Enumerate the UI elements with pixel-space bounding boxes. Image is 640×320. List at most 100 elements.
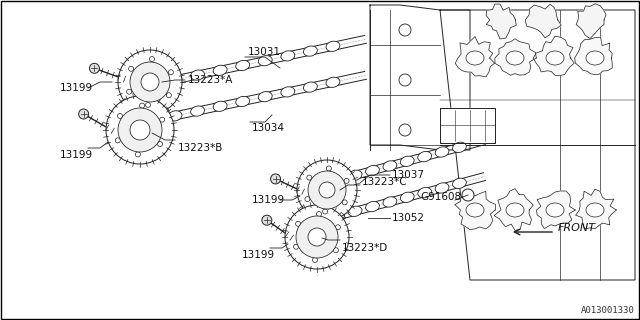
Circle shape	[305, 196, 310, 202]
Circle shape	[399, 74, 411, 86]
Ellipse shape	[546, 51, 564, 65]
Circle shape	[323, 209, 328, 214]
Ellipse shape	[259, 56, 272, 66]
Ellipse shape	[331, 175, 344, 185]
Ellipse shape	[506, 203, 524, 217]
Circle shape	[140, 103, 145, 108]
Ellipse shape	[586, 203, 604, 217]
Circle shape	[326, 166, 332, 171]
Ellipse shape	[418, 188, 431, 198]
Ellipse shape	[365, 202, 380, 212]
Circle shape	[342, 200, 347, 205]
Circle shape	[317, 212, 321, 217]
Polygon shape	[494, 189, 533, 230]
Circle shape	[312, 258, 317, 262]
Ellipse shape	[191, 70, 205, 80]
Polygon shape	[495, 39, 536, 75]
Ellipse shape	[466, 203, 484, 217]
Circle shape	[118, 50, 182, 114]
Ellipse shape	[236, 96, 250, 107]
Circle shape	[160, 117, 164, 122]
Circle shape	[307, 175, 312, 180]
Circle shape	[79, 109, 88, 119]
Circle shape	[333, 248, 339, 253]
Polygon shape	[440, 108, 495, 143]
Circle shape	[262, 215, 272, 225]
Ellipse shape	[506, 51, 524, 65]
Text: 13199: 13199	[60, 150, 93, 160]
Ellipse shape	[348, 170, 362, 180]
Circle shape	[127, 89, 132, 94]
Polygon shape	[575, 189, 616, 229]
Text: 13199: 13199	[60, 83, 93, 93]
Ellipse shape	[546, 203, 564, 217]
Circle shape	[106, 96, 174, 164]
Ellipse shape	[168, 75, 182, 85]
Text: 13223*D: 13223*D	[342, 243, 388, 253]
Circle shape	[308, 171, 346, 209]
Text: 13034: 13034	[252, 123, 285, 133]
Polygon shape	[533, 36, 574, 76]
Text: 13031: 13031	[248, 47, 281, 57]
Circle shape	[145, 102, 150, 108]
Ellipse shape	[259, 92, 272, 102]
Text: 13223*B: 13223*B	[178, 143, 223, 153]
Text: 13223*A: 13223*A	[188, 75, 234, 85]
Circle shape	[296, 216, 338, 258]
Circle shape	[399, 24, 411, 36]
Circle shape	[296, 221, 301, 226]
Ellipse shape	[326, 41, 340, 52]
Circle shape	[319, 182, 335, 198]
Ellipse shape	[191, 106, 205, 116]
Ellipse shape	[466, 51, 484, 65]
Ellipse shape	[281, 87, 295, 97]
Polygon shape	[486, 4, 516, 39]
Circle shape	[115, 138, 120, 143]
Ellipse shape	[331, 211, 344, 221]
Text: 13199: 13199	[242, 250, 275, 260]
Circle shape	[136, 152, 140, 157]
Polygon shape	[455, 36, 495, 77]
Text: G91608: G91608	[420, 192, 461, 202]
Circle shape	[335, 225, 340, 230]
Circle shape	[141, 73, 159, 91]
Ellipse shape	[401, 156, 414, 166]
Circle shape	[157, 141, 163, 147]
Circle shape	[297, 160, 357, 220]
Circle shape	[285, 205, 349, 269]
Ellipse shape	[236, 60, 250, 71]
Circle shape	[130, 62, 170, 102]
Polygon shape	[455, 191, 495, 229]
Ellipse shape	[326, 77, 340, 87]
Polygon shape	[525, 4, 561, 38]
Ellipse shape	[383, 161, 397, 171]
Circle shape	[462, 189, 474, 201]
Ellipse shape	[586, 51, 604, 65]
Circle shape	[294, 244, 299, 249]
Ellipse shape	[383, 197, 397, 207]
Ellipse shape	[213, 65, 227, 76]
Ellipse shape	[452, 142, 467, 152]
Ellipse shape	[418, 151, 431, 162]
Ellipse shape	[365, 165, 380, 176]
Ellipse shape	[452, 178, 467, 188]
Circle shape	[150, 57, 154, 61]
Polygon shape	[440, 10, 635, 280]
Circle shape	[344, 178, 349, 183]
Ellipse shape	[435, 147, 449, 157]
Text: 13037: 13037	[392, 170, 425, 180]
Circle shape	[168, 70, 173, 75]
Ellipse shape	[303, 46, 317, 56]
Ellipse shape	[213, 101, 227, 111]
Ellipse shape	[401, 192, 414, 203]
Circle shape	[129, 66, 134, 71]
Circle shape	[271, 174, 280, 184]
Circle shape	[118, 108, 162, 152]
Text: 13223*C: 13223*C	[362, 177, 408, 187]
Text: 13199: 13199	[252, 195, 285, 205]
Circle shape	[166, 93, 172, 98]
Text: A013001330: A013001330	[581, 306, 635, 315]
Text: 13052: 13052	[392, 213, 425, 223]
Polygon shape	[536, 191, 575, 228]
Ellipse shape	[348, 206, 362, 216]
